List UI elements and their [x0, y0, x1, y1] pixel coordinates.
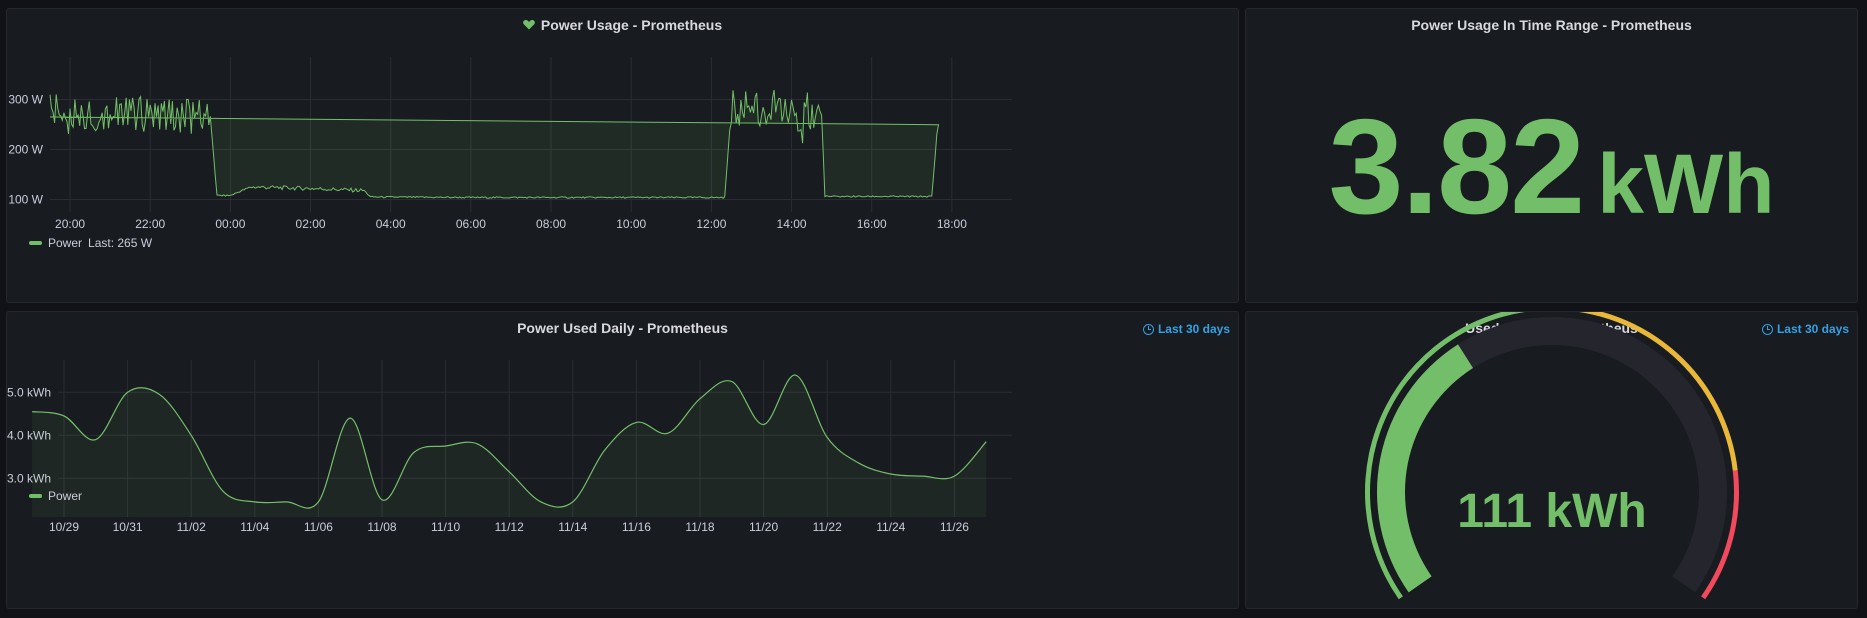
stat-value: 3.82 kWh: [1246, 89, 1857, 244]
x-tick-label: 10/31: [113, 520, 143, 534]
x-tick-label: 06:00: [456, 217, 486, 231]
panel-title-text: Power Usage In Time Range - Prometheus: [1411, 17, 1692, 33]
gauge-value-arc: [1377, 344, 1474, 593]
legend-swatch: [29, 494, 42, 498]
y-tick-label: 4.0 kWh: [7, 428, 51, 442]
chart-legend[interactable]: Power: [29, 489, 82, 503]
gauge-value: 111 kWh: [1457, 485, 1646, 538]
power-usage-time-range-panel: Power Usage In Time Range - Prometheus 3…: [1245, 8, 1858, 303]
x-tick-label: 18:00: [937, 217, 967, 231]
panel-title-text: Power Used Daily - Prometheus: [517, 320, 728, 336]
x-tick-label: 11/12: [495, 520, 524, 534]
clock-icon: [1142, 323, 1154, 335]
power-daily-chart[interactable]: 10/29 10/31 11/02 11/04 11/06 11/08 11/10 11/12…: [7, 360, 1239, 535]
x-tick-label: 00:00: [215, 217, 245, 231]
x-tick-label: 20:00: [55, 217, 85, 231]
used-power-gauge: 111 kWh: [1365, 312, 1739, 600]
x-tick-label: 10:00: [616, 217, 646, 231]
x-tick-label: 11/26: [940, 520, 969, 534]
series-line-power: [49, 89, 940, 199]
x-tick-label: 11/10: [431, 520, 460, 534]
legend-swatch: [29, 241, 42, 245]
panel-title[interactable]: Power Used Daily - Prometheus: [7, 320, 1238, 336]
time-range-badge[interactable]: Last 30 days: [1142, 322, 1230, 336]
x-tick-label: 04:00: [376, 217, 406, 231]
x-tick-label: 11/18: [685, 520, 714, 534]
x-tick-label: 12:00: [696, 217, 726, 231]
used-power-gauge-panel: Used power - Prometheus Last 30 days 111…: [1245, 311, 1858, 609]
x-tick-label: 11/24: [876, 520, 905, 534]
panel-title[interactable]: Power Usage - Prometheus: [7, 17, 1238, 33]
gauge-threshold-arc: [1578, 312, 1738, 471]
x-tick-label: 11/02: [177, 520, 206, 534]
clock-icon: [1761, 323, 1773, 335]
x-tick-label: 22:00: [135, 217, 165, 231]
x-tick-label: 11/16: [622, 520, 651, 534]
heart-icon: [523, 17, 535, 33]
chart-legend[interactable]: Power Last: 265 W: [29, 236, 152, 250]
x-tick-label: 11/06: [304, 520, 333, 534]
power-usage-panel: Power Usage - Prometheus 20:00 22:00 00:00…: [6, 8, 1239, 303]
series-area: [50, 90, 939, 212]
gauge-track: [1377, 316, 1727, 593]
x-tick-label: 08:00: [536, 217, 566, 231]
y-tick-label: 300 W: [8, 93, 43, 107]
gauge-threshold-arc: [1701, 470, 1739, 600]
power-used-daily-panel: Power Used Daily - Prometheus Last 30 da…: [6, 311, 1239, 609]
power-usage-chart[interactable]: 20:00 22:00 00:00 02:00 04:00 06:00 08:00 10:00…: [7, 9, 1239, 269]
series-area: [32, 375, 987, 517]
time-range-badge[interactable]: Last 30 days: [1761, 322, 1849, 336]
legend-last-value: Last: 265 W: [88, 236, 153, 250]
stat-unit: kWh: [1597, 137, 1775, 231]
x-tick-label: 11/04: [240, 520, 269, 534]
x-tick-label: 11/22: [813, 520, 842, 534]
panel-title[interactable]: Power Usage In Time Range - Prometheus: [1246, 17, 1857, 33]
x-tick-label: 11/20: [749, 520, 778, 534]
x-tick-label: 16:00: [857, 217, 887, 231]
y-tick-label: 5.0 kWh: [7, 385, 51, 399]
time-range-label: Last 30 days: [1776, 322, 1849, 336]
panel-title-text: Power Usage - Prometheus: [540, 17, 723, 33]
x-tick-label: 14:00: [777, 217, 807, 231]
y-tick-label: 100 W: [8, 193, 43, 207]
legend-label: Power: [48, 489, 83, 503]
series-line-power: [32, 374, 987, 509]
time-range-label: Last 30 days: [1157, 322, 1230, 336]
x-tick-label: 11/08: [367, 520, 396, 534]
gauge-threshold-arc: [1365, 312, 1526, 600]
y-tick-label: 200 W: [8, 143, 43, 157]
x-tick-label: 10/29: [49, 520, 79, 534]
y-tick-label: 3.0 kWh: [7, 471, 51, 485]
x-tick-label: 02:00: [296, 217, 326, 231]
legend-label: Power: [48, 236, 83, 250]
stat-number: 3.82: [1328, 91, 1585, 242]
x-tick-label: 11/14: [558, 520, 587, 534]
